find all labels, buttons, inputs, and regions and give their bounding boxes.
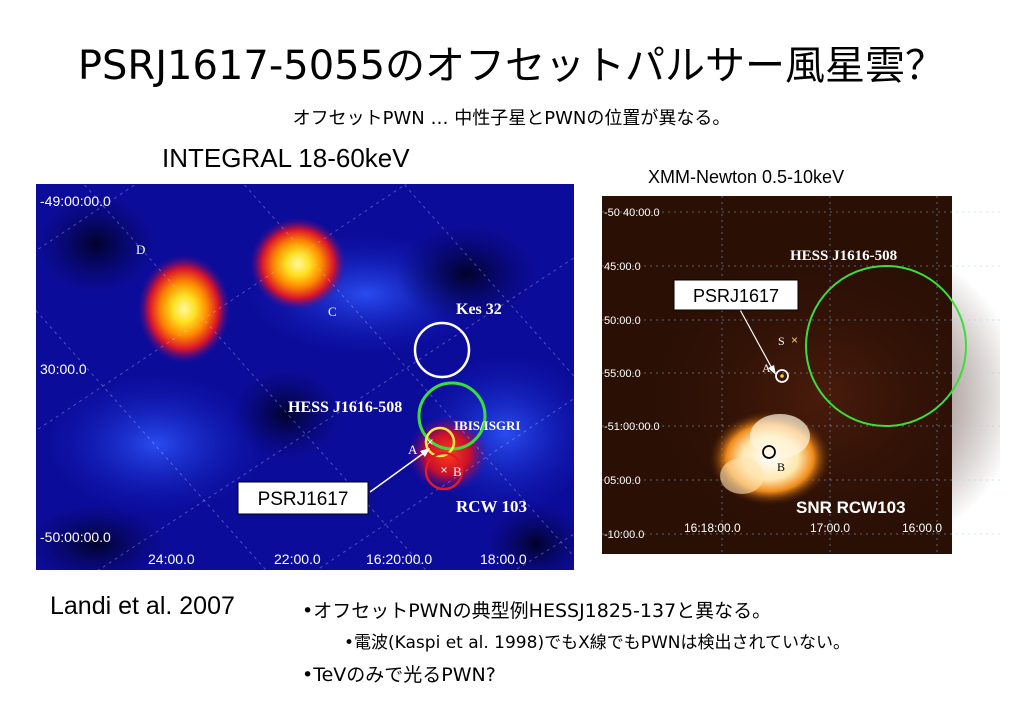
label-a: A: [762, 361, 771, 375]
ra-tick: 22:00.0: [274, 551, 321, 567]
psr-callout-arrow: [369, 449, 429, 493]
bullet-item: •オフセットPWNの典型例HESSJ1825-137と異なる。: [302, 600, 772, 622]
source-b-marker: [762, 445, 776, 459]
svg-text:×: ×: [426, 435, 433, 449]
citation: Landi et al. 2007: [50, 592, 235, 620]
ra-tick: 24:00.0: [148, 551, 195, 567]
psr-callout-box: [237, 481, 369, 515]
hess-j1616-circle: [805, 265, 967, 427]
dec-tick: -50:00:00.0: [40, 529, 111, 545]
slide-title: PSRJ1617-5055のオフセットパルサー風星雲？: [77, 43, 946, 89]
source-c-emission: [250, 218, 346, 310]
psr-callout-text: PSRJ1617: [258, 489, 349, 510]
bullet-item: •TeVのみで光るPWN?: [302, 664, 496, 686]
psr-callout-box: [673, 279, 799, 311]
ra-tick: 16:20:00.0: [366, 551, 432, 567]
dec-tick: -51:00:00.0: [604, 421, 660, 433]
label-hess: HESS J1616-508: [790, 248, 897, 264]
slide-subtitle: オフセットPWN … 中性子星とPWNの位置が異なる。: [292, 108, 731, 129]
svg-text:×: ×: [440, 463, 447, 477]
integral-panel-label: INTEGRAL 18-60keV: [162, 143, 410, 173]
source-a-circle: [424, 426, 456, 458]
integral-image: × × D C Kes 32 HESS J1616-508 IBIS/ISGRI…: [36, 184, 574, 570]
label-hess: HESS J1616-508: [288, 399, 402, 416]
dec-tick: -49:00:00.0: [40, 193, 111, 209]
label-rcw103: RCW 103: [456, 497, 527, 516]
dec-tick: 45:00.0: [604, 261, 641, 273]
svg-text:×: ×: [791, 333, 798, 347]
label-c: C: [328, 304, 337, 319]
source-a-marker: [775, 369, 789, 383]
label-ibis: IBIS/ISGRI: [454, 418, 520, 433]
dec-tick: 05:00.0: [604, 475, 641, 487]
dec-tick: -50 40:00.0: [604, 207, 660, 219]
source-d-emission: [138, 255, 230, 363]
bullet-subitem: •電波(Kaspi et al. 1998)でもX線でもPWNは検出されていない…: [344, 633, 850, 653]
dec-tick: 50:00.0: [604, 315, 641, 327]
dec-tick: -10:00.0: [604, 529, 644, 541]
ra-tick: 18:00.0: [480, 551, 527, 567]
label-s: S: [778, 334, 785, 348]
ra-tick: 16:00.0: [902, 521, 942, 535]
label-b: B: [777, 460, 785, 474]
label-a: A: [408, 442, 418, 457]
xmm-image: × HESS J1616-508 S A B SNR RCW103 -50 40…: [602, 196, 1000, 554]
dec-tick: 55:00.0: [604, 368, 641, 380]
psr-callout-arrow: [737, 305, 775, 373]
label-d: D: [136, 242, 145, 257]
label-b: B: [453, 464, 462, 479]
integral-grid: [36, 184, 574, 570]
ra-tick: 17:00.0: [810, 521, 850, 535]
kes32-circle: [413, 321, 471, 379]
dec-tick: 30:00.0: [40, 361, 87, 377]
source-b-circle: [424, 451, 464, 491]
psr-callout-text: PSRJ1617: [693, 286, 779, 306]
ra-tick: 16:18:00.0: [684, 521, 741, 535]
label-snr-rcw103: SNR RCW103: [796, 498, 906, 517]
xmm-grid: [602, 196, 1000, 554]
xmm-panel-label: XMM-Newton 0.5-10keV: [648, 167, 845, 187]
label-kes32: Kes 32: [456, 301, 502, 318]
